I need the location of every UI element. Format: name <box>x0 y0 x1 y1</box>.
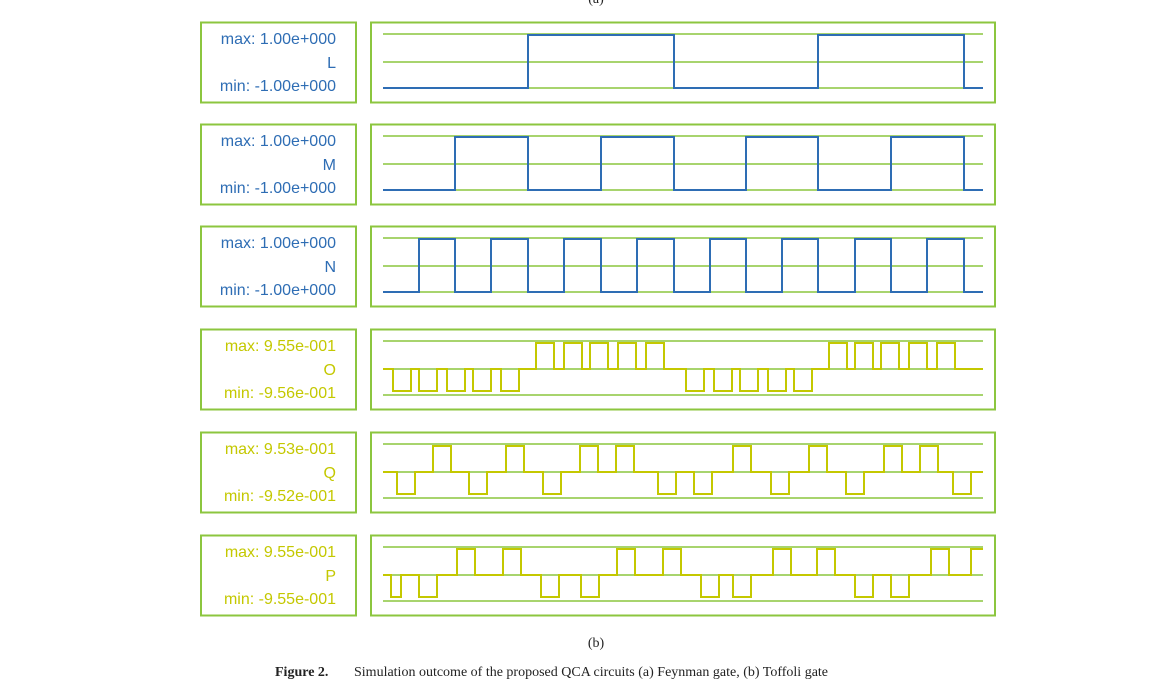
waveform <box>383 548 983 598</box>
signal-name: N <box>324 259 336 276</box>
signal-name: M <box>323 157 336 174</box>
caption-label: Figure 2. <box>275 665 328 680</box>
waveform-box <box>370 123 996 206</box>
label-box <box>200 431 357 514</box>
signal-name: Q <box>324 465 336 482</box>
sublabel: (b) <box>588 636 605 651</box>
waveform-box <box>370 431 996 514</box>
caption: Figure 2. Simulation outcome of the prop… <box>275 665 828 680</box>
wave-frame <box>370 123 996 206</box>
max-label: max: 9.55e-001 <box>225 338 336 355</box>
waveform-box <box>370 534 996 617</box>
waveform <box>383 238 983 293</box>
wave-frame <box>370 534 996 617</box>
waveform-box <box>370 21 996 104</box>
min-label: min: -9.52e-001 <box>224 488 336 505</box>
waveform <box>383 342 983 392</box>
max-label: max: 1.00e+000 <box>221 31 336 48</box>
label-box <box>200 534 357 617</box>
label-box <box>200 328 357 411</box>
top-label: (a) <box>588 0 604 7</box>
waveform-box <box>370 225 996 308</box>
waveform-box <box>370 328 996 411</box>
signal-name: O <box>324 362 336 379</box>
min-label: min: -9.55e-001 <box>224 591 336 608</box>
min-label: min: -9.56e-001 <box>224 385 336 402</box>
waveform <box>383 445 983 495</box>
signal-name: L <box>327 55 336 72</box>
wave-frame <box>370 225 996 308</box>
signal-name: P <box>325 568 336 585</box>
label-box <box>200 225 357 308</box>
label-box <box>200 123 357 206</box>
caption-text: Simulation outcome of the proposed QCA c… <box>354 665 828 680</box>
min-label: min: -1.00e+000 <box>220 180 336 197</box>
wave-frame <box>370 21 996 104</box>
max-label: max: 1.00e+000 <box>221 133 336 150</box>
wave-frame <box>370 328 996 411</box>
wave-frame <box>370 431 996 514</box>
min-label: min: -1.00e+000 <box>220 282 336 299</box>
max-label: max: 9.53e-001 <box>225 441 336 458</box>
waveform <box>383 136 983 191</box>
label-box <box>200 21 357 104</box>
min-label: min: -1.00e+000 <box>220 78 336 95</box>
max-label: max: 9.55e-001 <box>225 544 336 561</box>
waveform <box>383 34 983 89</box>
max-label: max: 1.00e+000 <box>221 235 336 252</box>
